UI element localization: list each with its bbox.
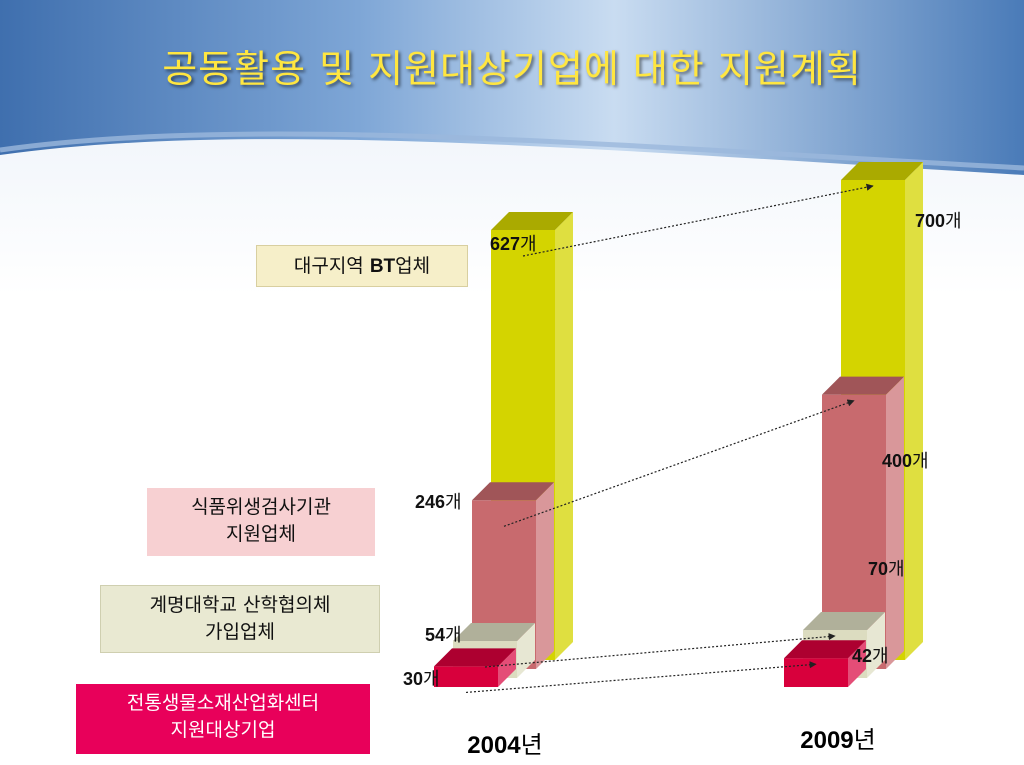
value-label-univ-2009: 70개 xyxy=(868,559,905,580)
value-label-food-2004: 246개 xyxy=(415,492,462,513)
bar-food-2004-top xyxy=(472,482,554,501)
bar-center-2004-top xyxy=(434,648,516,667)
legend-food-line1: 식품위생검사기관 xyxy=(191,496,331,518)
bar-bt-2009-top xyxy=(841,161,923,180)
legend-center-line2: 지원대상기업 xyxy=(170,719,276,741)
bar-univ-2004-top xyxy=(453,622,535,641)
trend-arrow-center xyxy=(465,661,817,694)
bar-bt-2004-top xyxy=(491,212,573,231)
trend-arrow-univ xyxy=(484,632,836,668)
value-label-bt-2009: 700개 xyxy=(915,211,962,232)
trend-arrow-bt xyxy=(522,183,874,257)
bar-bt-2004-side xyxy=(555,212,573,660)
legend-food-line2: 지원업체 xyxy=(226,523,296,545)
bar-center-2004-side xyxy=(498,648,516,687)
bar-food-2009-top xyxy=(822,376,904,395)
bar-center-2009-top xyxy=(784,640,866,659)
legend-bt-prefix: 대구지역 xyxy=(293,255,370,277)
legend-university-council: 계명대학교 산학협의체 가입업체 xyxy=(100,585,380,653)
legend-bt-bold: BT xyxy=(369,256,396,277)
value-label-bt-2004: 627개 xyxy=(490,234,537,255)
legend-bt-suffix: 업체 xyxy=(395,255,431,277)
value-label-center-2004: 30개 xyxy=(403,669,440,690)
slide-title: 공동활용 및 지원대상기업에 대한 지원계획 xyxy=(162,47,862,91)
bar-center-2009-side xyxy=(848,640,866,687)
bar-univ-2009-top xyxy=(803,611,885,630)
bar-food-2004-side xyxy=(536,482,554,669)
trend-arrow-food xyxy=(503,399,855,527)
category-label-1: 2009년 xyxy=(800,726,875,754)
legend-food-inspection: 식품위생검사기관 지원업체 xyxy=(147,488,375,556)
bar-food-2009-side xyxy=(886,376,904,669)
value-label-univ-2004: 54개 xyxy=(425,625,462,646)
category-label-0: 2004년 xyxy=(467,731,542,759)
bar-univ-2009-side xyxy=(867,611,885,678)
legend-univ-line1: 계명대학교 산학협의체 xyxy=(149,594,331,616)
legend-industrialization-center: 전통생물소재산업화센터 지원대상기업 xyxy=(76,684,370,754)
value-label-food-2009: 400개 xyxy=(882,451,929,472)
bar-center-2009 xyxy=(784,658,848,687)
legend-bt-companies: 대구지역 BT업체 xyxy=(256,245,468,287)
bar-center-2004 xyxy=(434,666,498,687)
bar-bt-2009-side xyxy=(905,161,923,660)
legend-univ-line2: 가입업체 xyxy=(205,621,275,643)
legend-center-line1: 전통생물소재산업화센터 xyxy=(126,692,320,714)
value-label-center-2009: 42개 xyxy=(852,646,889,667)
